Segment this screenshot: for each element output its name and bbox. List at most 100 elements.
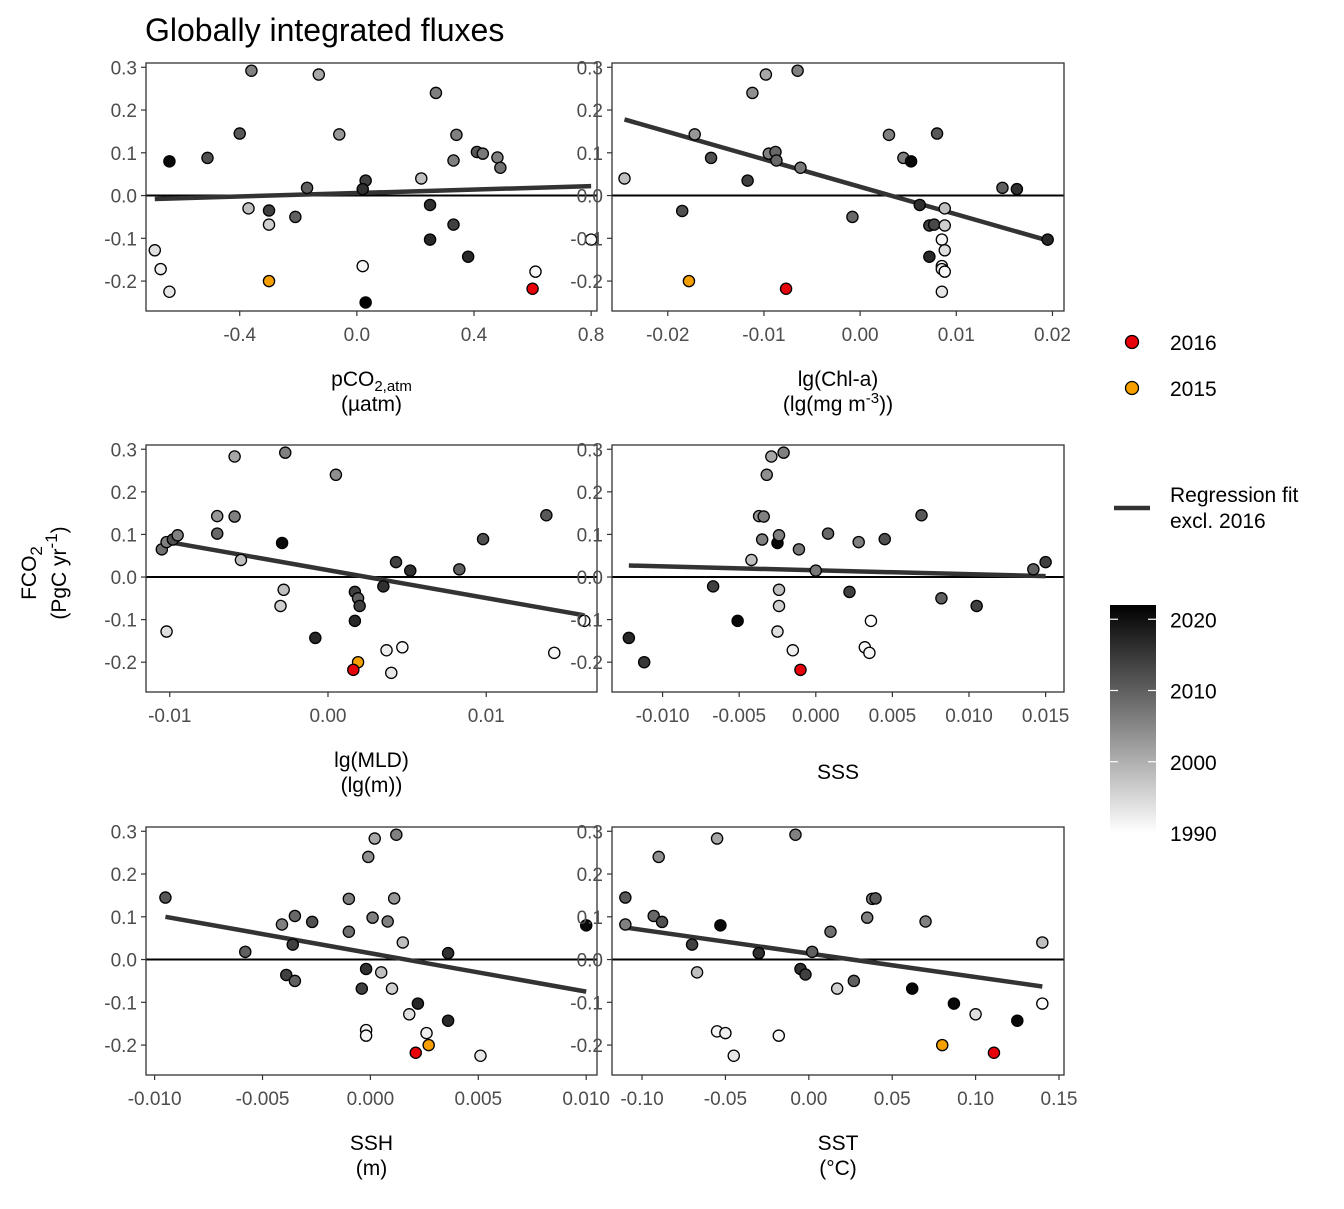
data-point	[280, 968, 293, 982]
data-point	[1011, 1014, 1024, 1027]
data-point	[919, 915, 932, 928]
x-axis-title-part-1: 2,atm	[374, 378, 412, 395]
y-axis-units: (PgC yr	[48, 548, 71, 619]
data-point	[423, 233, 437, 246]
data-point	[947, 997, 961, 1010]
x-tick-label: -0.005	[236, 1089, 290, 1110]
data-point	[171, 529, 184, 542]
regression-fit-line	[154, 183, 592, 202]
y-axis-title-sub: 2	[27, 546, 46, 555]
data-point	[415, 172, 428, 185]
panel-border	[145, 826, 598, 1076]
data-point	[362, 850, 375, 864]
y-axis-units-close: )	[48, 526, 71, 533]
data-point	[262, 218, 276, 231]
data-point	[381, 915, 394, 928]
y-tick-label: 0.0	[577, 187, 603, 208]
x-tick-label: 0.01	[468, 706, 505, 727]
y-tick-label: 0.3	[111, 58, 137, 79]
y-tick-label: -0.1	[104, 993, 137, 1014]
data-point	[210, 509, 224, 523]
data-point	[288, 909, 302, 923]
panel-border	[611, 826, 1065, 1076]
data-point	[368, 832, 381, 845]
data-point	[396, 641, 409, 654]
data-point	[329, 468, 343, 482]
data-point	[441, 1014, 455, 1027]
y-tick-label: 0.1	[111, 908, 137, 929]
y-tick-label: -0.2	[104, 653, 137, 674]
data-point	[727, 1049, 741, 1063]
data-point	[882, 128, 896, 142]
y-tick-label: -0.1	[104, 229, 137, 250]
panel-border	[145, 444, 598, 693]
regression-fit-line	[625, 925, 1043, 989]
y-axis-units-sup: -1	[42, 533, 61, 548]
x-axis-units: (m)	[356, 1157, 387, 1180]
legend-label-2016: 2016	[1170, 332, 1217, 355]
data-point	[970, 599, 983, 613]
x-axis-title-part-0: SST	[818, 1132, 859, 1155]
legend-fit-label-2: excl. 2016	[1170, 510, 1266, 533]
x-axis-title-part-0: SSS	[817, 761, 859, 784]
x-tick-label: 0.10	[957, 1089, 994, 1110]
data-point	[860, 911, 874, 924]
data-point-2016	[409, 1046, 422, 1060]
data-point	[548, 646, 561, 660]
x-tick-label: -0.02	[646, 325, 689, 346]
data-point	[619, 918, 632, 931]
x-tick-label: 0.000	[347, 1089, 395, 1110]
panel-border	[611, 62, 1065, 312]
data-point	[234, 553, 248, 567]
x-axis-units: (°C)	[819, 1157, 857, 1180]
data-point	[312, 68, 326, 81]
panel-chla: -0.2 -0.1 0.0 0.1 0.2 0.3 -0.02 -0.01 0.00 0.01 0.…	[570, 58, 1071, 416]
data-point	[374, 966, 388, 979]
data-point	[403, 1008, 416, 1021]
data-point	[277, 583, 290, 597]
data-point	[765, 450, 778, 463]
x-tick-label: -0.005	[712, 706, 766, 727]
data-point	[396, 936, 410, 949]
data-point	[637, 655, 651, 669]
colorbar	[1110, 605, 1156, 833]
x-axis-units-part-0: (lg(mg m	[783, 393, 866, 416]
data-point	[210, 527, 224, 540]
x-tick-label: 0.00	[842, 325, 879, 346]
x-axis-units: (µatm)	[341, 393, 402, 416]
data-point-2016	[794, 663, 807, 677]
x-tick-label: 0.00	[790, 1089, 827, 1110]
panel-mld: -0.2 -0.1 0.0 0.1 0.2 0.3 -0.01 0.00 0.01 lg(MLD)…	[104, 440, 598, 797]
data-point	[447, 154, 460, 167]
x-axis-units-part-2: ))	[879, 393, 893, 416]
data-point	[289, 210, 302, 224]
y-tick-label: -0.2	[570, 272, 603, 293]
data-point	[359, 1029, 373, 1042]
x-tick-label: 0.005	[455, 1089, 503, 1110]
y-tick-label: 0.2	[577, 483, 603, 504]
data-point	[447, 218, 460, 231]
data-point	[491, 151, 504, 164]
data-point-2015	[262, 274, 276, 288]
data-point	[772, 599, 786, 613]
regression-fit-line	[161, 538, 585, 618]
data-point	[1027, 563, 1040, 576]
x-tick-label: -0.05	[704, 1089, 747, 1110]
x-tick-label: 0.05	[874, 1089, 911, 1110]
legend-marker-2015	[1124, 380, 1140, 396]
data-point	[935, 285, 949, 299]
data-point	[731, 614, 744, 628]
y-tick-label: -0.2	[104, 272, 137, 293]
data-point	[647, 909, 660, 923]
data-point	[474, 1049, 487, 1063]
x-axis-title-part-0: lg(Chl-a)	[798, 368, 879, 391]
data-point	[380, 644, 393, 657]
data-point	[355, 982, 369, 995]
x-tick-label: 0.02	[1034, 325, 1071, 346]
data-point	[675, 204, 689, 218]
data-point	[342, 925, 356, 939]
data-point	[864, 614, 878, 628]
colorbar-tick-label: 1990	[1170, 823, 1217, 846]
regression-fit-line	[165, 914, 587, 994]
